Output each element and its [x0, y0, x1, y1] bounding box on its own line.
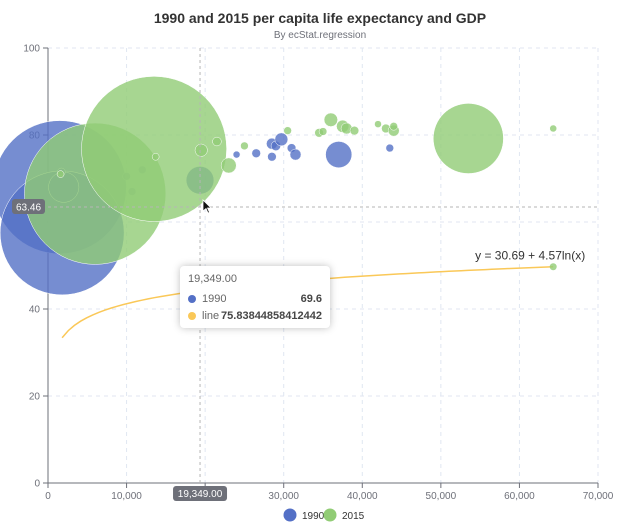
bubble-1990[interactable]: [325, 141, 353, 168]
bubble-2015[interactable]: [283, 126, 292, 135]
bubble-2015[interactable]: [349, 126, 360, 136]
tooltip-marker-line: [188, 311, 196, 320]
x-tick-label: 50,000: [426, 491, 457, 502]
tooltip-name-line: line: [202, 309, 220, 322]
bubble-1990[interactable]: [267, 152, 277, 162]
series-2015[interactable]: [24, 76, 557, 265]
legend-marker-2015[interactable]: [323, 508, 337, 522]
bubble-2015[interactable]: [389, 122, 398, 131]
bubble-2015[interactable]: [212, 136, 222, 147]
chart-subtitle: By ecStat.regression: [274, 30, 366, 41]
mouse-cursor-icon: [202, 199, 212, 214]
y-tick-label: 100: [23, 44, 40, 55]
bubble-1990[interactable]: [289, 148, 302, 161]
bubble-1990[interactable]: [385, 143, 394, 153]
bubble-2015[interactable]: [323, 112, 338, 127]
y-tick-label: 20: [29, 392, 41, 403]
x-tick-label: 30,000: [268, 491, 299, 502]
legend-item-2015[interactable]: 2015: [323, 508, 365, 523]
data-series[interactable]: [0, 76, 557, 296]
tooltip-marker-1990: [188, 294, 196, 303]
bubble-1990[interactable]: [232, 150, 241, 159]
chart-title: 1990 and 2015 per capita life expectancy…: [154, 10, 486, 26]
bubble-1990[interactable]: [274, 132, 289, 147]
legend-label-2015[interactable]: 2015: [342, 511, 365, 522]
legend-label-1990[interactable]: 1990: [302, 511, 325, 522]
x-tick-label: 40,000: [347, 491, 378, 502]
tooltip-title: 19,349.00: [188, 273, 237, 285]
x-tick-label: 70,000: [583, 491, 614, 502]
bubble-2015[interactable]: [433, 103, 504, 174]
bubble-2015[interactable]: [220, 157, 237, 174]
bubble-1990[interactable]: [251, 148, 261, 158]
regression-end-point: [549, 263, 557, 271]
bubble-2015[interactable]: [240, 141, 249, 151]
pointer-x-label-bg: [173, 486, 228, 501]
tooltip-value-1990: 69.6: [300, 292, 322, 305]
tooltip-row-line: line 75.83844858412442: [188, 307, 322, 324]
bubble-2015[interactable]: [374, 120, 382, 128]
bubble-2015[interactable]: [81, 76, 227, 222]
bubble-2015[interactable]: [549, 124, 557, 133]
bubble-2015[interactable]: [194, 143, 208, 157]
y-tick-label: 0: [34, 479, 40, 490]
tooltip-row-1990: 1990 69.6: [188, 290, 322, 307]
y-tick-label: 40: [29, 305, 41, 316]
axis-pointer: 19,349.00 63.46: [12, 48, 598, 501]
tooltip-name-1990: 1990: [202, 292, 227, 305]
regression-equation: y = 30.69 + 4.57ln(x): [475, 249, 585, 263]
legend-item-1990[interactable]: 1990: [283, 508, 325, 523]
bubble-2015[interactable]: [151, 153, 160, 161]
x-tick-label: 10,000: [111, 491, 142, 502]
tooltip-value-line: 75.83844858412442: [221, 309, 322, 322]
x-tick-label: 0: [45, 491, 51, 502]
bubble-2015[interactable]: [318, 127, 328, 136]
tooltip: 19,349.00 1990 69.6 line 75.838448584124…: [180, 266, 330, 328]
legend[interactable]: 1990 2015: [283, 508, 365, 523]
pointer-y-label: 63.46: [16, 202, 41, 213]
pointer-y-label-bg: [12, 198, 45, 214]
x-tick-label: 60,000: [504, 491, 535, 502]
legend-marker-1990[interactable]: [283, 508, 297, 522]
pointer-x-label: 19,349.00: [178, 489, 223, 500]
bubble-2015[interactable]: [56, 170, 65, 178]
